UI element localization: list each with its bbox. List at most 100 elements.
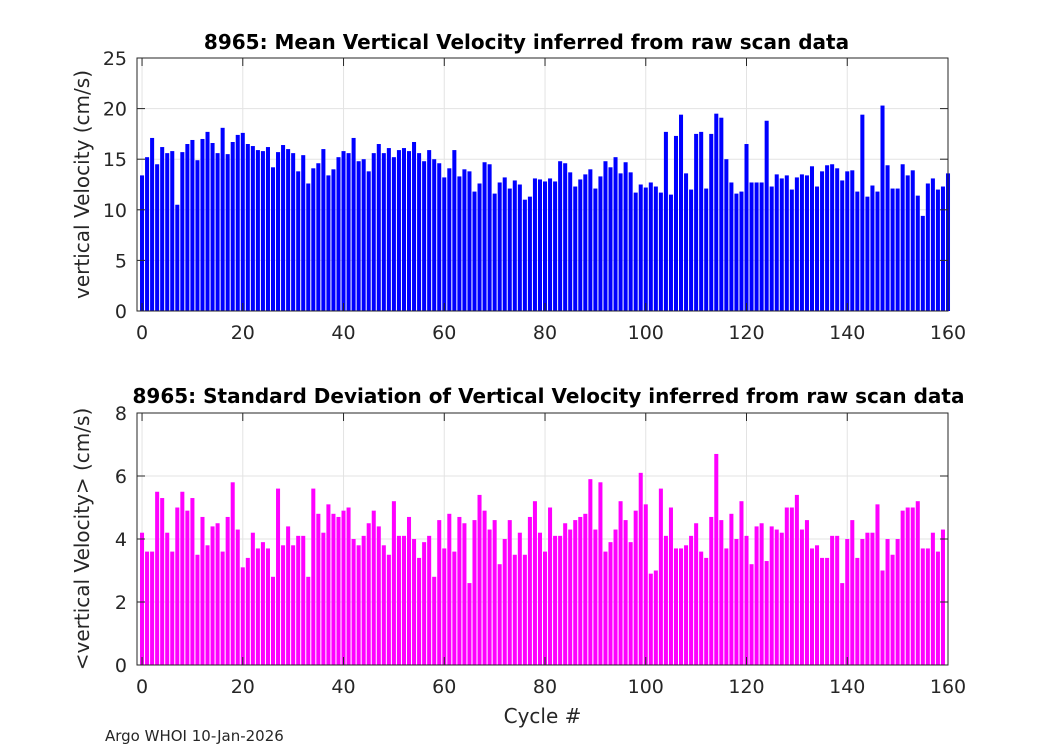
bar-cycle-122 [754,526,759,665]
bar-cycle-9 [185,510,190,665]
bar-cycle-5 [165,153,170,311]
y-tick-label: 25 [103,48,127,70]
bar-cycle-70 [492,520,497,665]
bar-cycle-57 [427,150,432,311]
bar-cycle-13 [205,131,210,311]
bar-cycle-129 [789,189,794,311]
bar-cycle-4 [160,147,165,311]
x-tick-label: 80 [533,676,557,698]
bar-cycle-20 [240,132,245,311]
bar-cycle-51 [396,150,401,311]
bar-cycle-159 [940,529,945,665]
bar-cycle-31 [296,535,301,665]
bar-cycle-101 [648,573,653,665]
bar-cycle-85 [568,529,573,665]
bar-cycle-12 [200,516,205,665]
bar-cycle-125 [769,526,774,665]
bar-cycle-141 [850,170,855,311]
bar-cycle-139 [840,583,845,665]
bar-cycle-71 [497,182,502,311]
bar-cycle-157 [930,178,935,311]
bar-cycle-99 [638,472,643,665]
bar-cycle-87 [578,179,583,311]
bar-cycle-118 [734,539,739,665]
bar-cycle-109 [689,535,694,665]
bar-cycle-88 [583,174,588,311]
bar-cycle-80 [543,181,548,311]
x-tick-label: 140 [829,322,865,344]
bar-cycle-11 [195,554,200,665]
bar-cycle-96 [623,162,628,311]
bar-cycle-66 [472,191,477,311]
bar-cycle-27 [276,152,281,311]
bar-cycle-137 [830,535,835,665]
bar-cycle-57 [427,535,432,665]
bar-cycle-146 [875,504,880,665]
bar-cycle-30 [291,545,296,665]
y-tick-label: 2 [115,592,127,614]
x-tick-label: 20 [231,322,255,344]
bar-cycle-135 [820,171,825,311]
bar-cycle-104 [663,131,668,311]
bar-cycle-78 [532,178,537,311]
bar-cycle-89 [588,479,593,665]
bar-cycle-11 [195,160,200,311]
bar-cycle-148 [885,539,890,665]
bar-cycle-47 [376,144,381,311]
y-tick-label: 15 [103,149,127,171]
bar-cycle-95 [618,173,623,311]
bar-cycle-80 [543,551,548,665]
bar-cycle-98 [633,510,638,665]
y-tick-label: 20 [103,99,127,121]
bar-cycle-34 [311,168,316,311]
bar-cycle-107 [679,114,684,311]
bar-cycle-144 [865,532,870,665]
bar-cycle-61 [447,168,452,311]
bar-cycle-151 [900,164,905,311]
x-tick-label: 120 [728,322,764,344]
bar-cycle-153 [910,170,915,311]
bar-cycle-128 [784,507,789,665]
bar-cycle-37 [326,175,331,311]
bar-cycle-72 [502,177,507,311]
bar-cycle-13 [205,545,210,665]
y-tick-label: 5 [115,250,127,272]
bar-cycle-132 [804,175,809,311]
bar-cycle-95 [618,501,623,665]
bar-cycle-133 [809,166,815,311]
bar-cycle-86 [573,186,578,311]
bar-cycle-79 [537,179,542,311]
bar-cycle-14 [210,526,215,665]
x-tick-label: 0 [136,676,148,698]
bar-cycle-68 [482,162,487,311]
bar-cycle-112 [704,188,709,311]
bar-cycle-133 [809,548,815,665]
bar-cycle-64 [462,169,467,311]
bar-cycle-156 [925,548,930,665]
bar-cycle-60 [442,177,447,311]
bar-cycle-1 [145,551,150,665]
bar-cycle-106 [673,135,679,311]
chart-title: 8965: Mean Vertical Velocity inferred fr… [204,30,849,54]
bar-cycle-125 [769,186,774,311]
bar-cycle-143 [860,114,865,311]
bar-cycle-23 [255,548,260,665]
bar-cycle-140 [845,539,850,665]
bar-cycle-19 [235,529,240,665]
bar-cycle-60 [442,548,447,665]
x-tick-label: 0 [136,322,148,344]
bar-cycle-16 [220,127,225,311]
bar-cycle-101 [648,182,653,311]
bar-cycle-62 [452,150,457,311]
y-tick-label: 4 [115,529,127,551]
bar-cycle-45 [366,171,371,311]
bar-cycle-96 [623,520,628,665]
bar-cycle-12 [200,138,205,311]
x-tick-label: 40 [331,322,355,344]
bar-cycle-156 [925,183,930,311]
bar-cycle-158 [935,189,940,311]
bar-cycle-10 [190,139,195,311]
bar-cycle-43 [356,545,361,665]
y-tick-label: 10 [103,200,127,222]
bar-cycle-152 [905,507,910,665]
